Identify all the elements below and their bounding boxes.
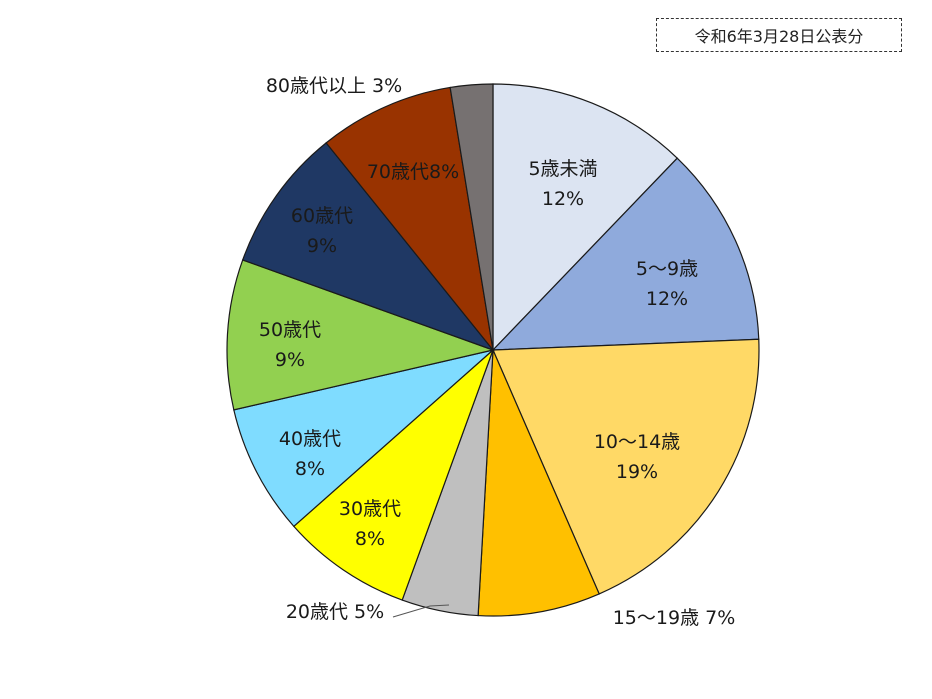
slice-label-2: 5～9歳 12% [636, 258, 698, 310]
slice-label-4: 15～19歳 7% [613, 607, 736, 629]
pie-slice-11 [449, 83, 494, 351]
slice-label-7: 40歳代 8% [279, 428, 341, 480]
slice-label-name-3: 10～14歳 [594, 431, 680, 453]
slice-label-name-6: 30歳代 [339, 498, 401, 520]
slice-label-name-9: 60歳代 [291, 205, 353, 227]
slice-label-name-1: 5歳未満 [528, 158, 597, 180]
pie-slice-9 [241, 142, 495, 352]
pie-slice-1 [492, 83, 679, 352]
pie-slice-10 [325, 86, 494, 353]
slice-label-pct-1: 12% [542, 188, 584, 210]
slice-label-name-8: 50歳代 [259, 319, 321, 341]
slice-label-pct-8: 9% [275, 349, 305, 371]
pie-slice-6 [293, 349, 494, 601]
slice-label-name-7: 40歳代 [279, 428, 341, 450]
pie-slice-8 [226, 259, 496, 411]
slice-label-pct-2: 12% [646, 288, 688, 310]
slice-label-pct-3: 19% [616, 461, 658, 483]
slice-label-pct-6: 8% [355, 528, 385, 550]
pie-slice-7 [233, 349, 494, 528]
publication-date-notice: 令和6年3月28日公表分 [656, 18, 902, 52]
pie-slice-4 [477, 349, 600, 617]
slice-label-9: 60歳代 9% [291, 205, 353, 257]
slice-label-5: 20歳代 5% [286, 601, 384, 623]
slice-label-3: 10～14歳 19% [594, 431, 680, 483]
slice-label-name-2: 5～9歳 [636, 258, 698, 280]
slice-label-pct-9: 9% [307, 235, 337, 257]
slice-label-6: 30歳代 8% [339, 498, 401, 550]
slice-label-pct-7: 8% [295, 458, 325, 480]
pie-slice-3 [492, 338, 760, 595]
leader-line-5 [392, 604, 450, 618]
slice-label-11: 80歳代以上 3% [266, 75, 402, 97]
slice-label-8: 50歳代 9% [259, 319, 321, 371]
slice-label-10: 70歳代8% [367, 161, 459, 183]
pie-slice-2 [491, 157, 760, 351]
slice-label-1: 5歳未満 12% [528, 158, 597, 210]
